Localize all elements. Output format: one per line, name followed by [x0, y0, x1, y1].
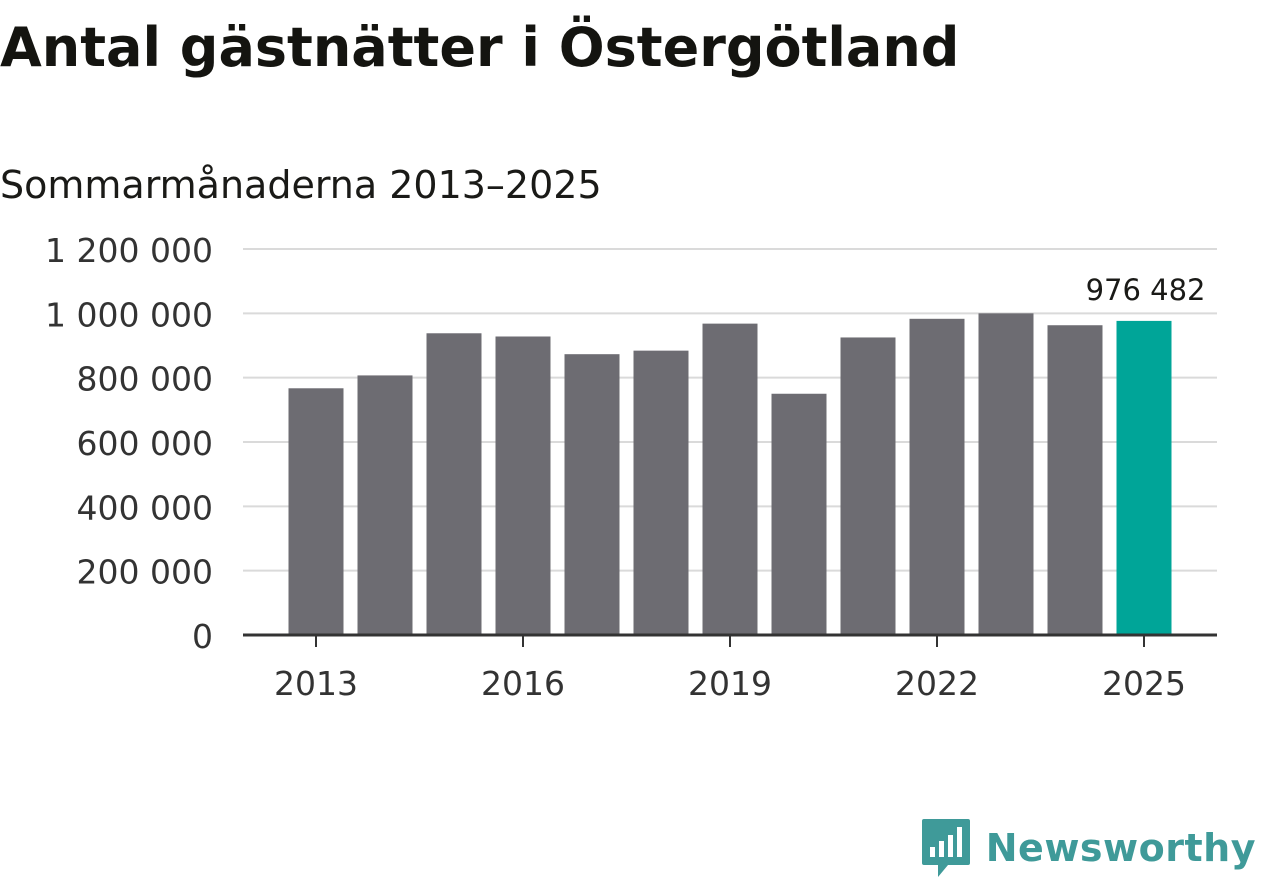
bar-highlight	[1116, 320, 1172, 635]
x-tick-label: 2025	[1102, 664, 1186, 703]
bar	[564, 354, 620, 635]
bar	[1047, 325, 1103, 635]
brand-footer: Newsworthy	[920, 816, 1256, 880]
x-tick-label: 2022	[895, 664, 979, 703]
x-tick-label: 2013	[274, 664, 358, 703]
brand-name: Newsworthy	[985, 826, 1256, 870]
bar	[495, 336, 551, 635]
y-tick-label: 0	[192, 617, 213, 656]
bar	[357, 375, 413, 635]
chart-title: Antal gästnätter i Östergötland	[0, 16, 960, 79]
y-axis-ticks: 0 200 000 400 000 600 000 800 000 1 000 000 1 …	[45, 231, 213, 656]
x-axis: 2013 2016 2019 2022 2025	[243, 633, 1217, 703]
y-tick-label: 400 000	[77, 488, 213, 527]
bar	[288, 388, 344, 635]
annotations: 976 482	[1086, 273, 1206, 307]
bar	[426, 333, 482, 635]
bar	[840, 337, 896, 635]
y-tick-label: 600 000	[77, 424, 213, 463]
bars	[288, 313, 1172, 635]
x-tick-label: 2016	[481, 664, 565, 703]
bar	[909, 318, 965, 635]
chart-subtitle: Sommarmånaderna 2013–2025	[0, 163, 602, 207]
y-tick-label: 800 000	[77, 360, 213, 399]
bar	[771, 393, 827, 635]
y-tick-label: 1 000 000	[45, 295, 213, 334]
bar	[978, 313, 1034, 635]
x-tick-label: 2019	[688, 664, 772, 703]
data-label: 976 482	[1086, 273, 1206, 307]
newsworthy-logo-icon	[921, 819, 970, 877]
bar	[633, 350, 689, 635]
y-tick-label: 200 000	[77, 553, 213, 592]
bar	[702, 323, 758, 635]
y-tick-label: 1 200 000	[45, 231, 213, 270]
